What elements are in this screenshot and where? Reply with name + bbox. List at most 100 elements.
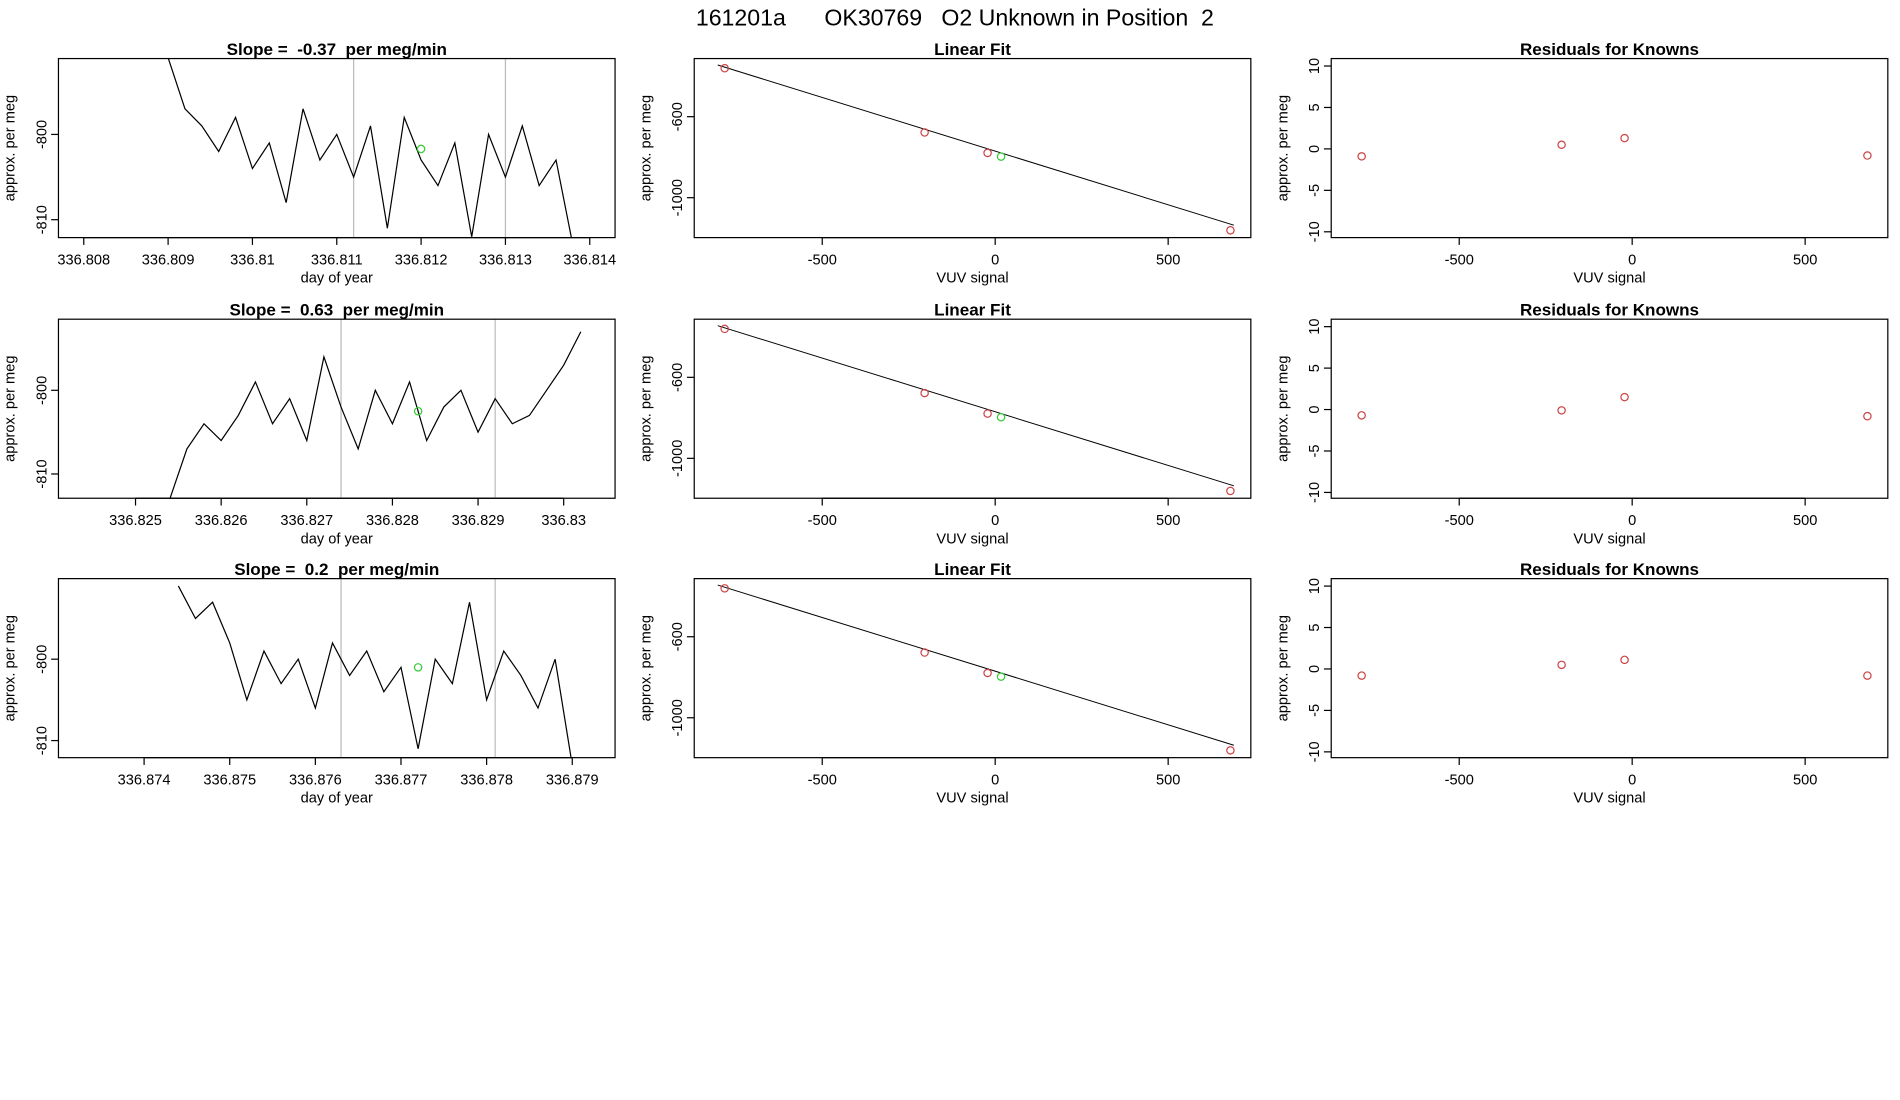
y-axis-label: approx. per meg bbox=[638, 95, 654, 201]
data-point bbox=[1226, 226, 1235, 235]
data-point bbox=[1357, 152, 1366, 161]
panel: Slope = 0.63 per meg/min -800 -810 approx. … bbox=[3, 301, 616, 547]
x-axis-label: day of year bbox=[301, 791, 373, 807]
x-tick-label: 500 bbox=[1793, 772, 1817, 788]
x-tick-label: 336.83 bbox=[541, 513, 586, 529]
x-tick-label: 336.81 bbox=[230, 252, 275, 268]
y-tick-label: -10 bbox=[1307, 221, 1323, 242]
data-point bbox=[720, 324, 729, 334]
data-point bbox=[1620, 392, 1629, 402]
plot-area bbox=[169, 319, 582, 499]
x-tick-label: 336.812 bbox=[395, 252, 448, 268]
plot-frame bbox=[693, 578, 1252, 759]
plot-area bbox=[717, 584, 1235, 755]
y-tick-label: 10 bbox=[1307, 58, 1323, 74]
data-point bbox=[1357, 411, 1366, 420]
plot-area bbox=[1357, 133, 1872, 161]
x-tick-label: 336.827 bbox=[280, 513, 333, 529]
x-tick-label: 500 bbox=[1793, 252, 1817, 268]
x-axis-label: VUV signal bbox=[1573, 271, 1645, 287]
x-tick-label: 0 bbox=[991, 772, 999, 788]
x-tick-label: 500 bbox=[1156, 513, 1180, 529]
plot-frame bbox=[57, 578, 616, 759]
plot-area bbox=[167, 58, 573, 238]
plot-frame bbox=[693, 57, 1252, 239]
y-tick-label: -600 bbox=[670, 363, 686, 392]
y-tick-label: -1000 bbox=[670, 699, 686, 736]
data-point bbox=[983, 668, 992, 678]
y-tick-label: -600 bbox=[670, 622, 686, 651]
unknown-point bbox=[996, 152, 1006, 161]
data-point bbox=[1620, 655, 1629, 665]
x-axis-label: VUV signal bbox=[1573, 791, 1645, 807]
data-point bbox=[920, 648, 929, 657]
y-tick-label: 5 bbox=[1307, 103, 1323, 111]
x-tick-label: 500 bbox=[1156, 252, 1180, 268]
x-tick-label: 336.808 bbox=[57, 252, 110, 268]
panel-title: Slope = -0.37 per meg/min bbox=[227, 40, 447, 59]
x-axis-label: VUV signal bbox=[936, 531, 1008, 547]
y-tick-label: 5 bbox=[1307, 623, 1323, 631]
plot-area bbox=[717, 324, 1235, 496]
x-tick-label: 336.877 bbox=[375, 772, 428, 788]
data-point bbox=[1226, 746, 1235, 755]
x-axis-label: VUV signal bbox=[936, 791, 1008, 807]
x-axis-label: day of year bbox=[301, 531, 373, 547]
panel-title: Residuals for Knowns bbox=[1520, 301, 1699, 320]
x-tick-label: 336.829 bbox=[452, 513, 505, 529]
x-tick-label: 0 bbox=[1628, 252, 1636, 268]
y-tick-label: -1000 bbox=[670, 179, 686, 216]
panel-title: Linear Fit bbox=[934, 560, 1011, 579]
x-tick-label: 0 bbox=[991, 513, 999, 529]
panel-title: Linear Fit bbox=[934, 40, 1011, 59]
x-tick-label: 500 bbox=[1156, 772, 1180, 788]
unknown-point bbox=[996, 412, 1006, 422]
y-axis-label: approx. per meg bbox=[3, 95, 19, 201]
data-point bbox=[1557, 406, 1566, 415]
panel-title: Residuals for Knowns bbox=[1520, 40, 1699, 59]
plot-area bbox=[177, 578, 572, 758]
y-tick-label: 0 bbox=[1307, 405, 1323, 413]
panel-title: Linear Fit bbox=[934, 301, 1011, 320]
x-tick-label: 336.878 bbox=[460, 772, 513, 788]
y-tick-label: 0 bbox=[1307, 665, 1323, 673]
x-tick-label: 336.828 bbox=[366, 513, 419, 529]
y-axis-label: approx. per meg bbox=[3, 356, 19, 462]
y-tick-label: -810 bbox=[34, 459, 50, 488]
panel: Residuals for Knowns -10 -5 0 5 10 approx. per… bbox=[1275, 560, 1889, 807]
y-tick-label: 10 bbox=[1307, 319, 1323, 335]
data-point bbox=[720, 584, 729, 593]
x-tick-label: 336.811 bbox=[311, 252, 363, 268]
panel-title: Slope = 0.2 per meg/min bbox=[234, 560, 439, 579]
figure-title: 161201a OK30769 O2 Unknown in Position 2 bbox=[696, 5, 1214, 31]
y-axis-label: approx. per meg bbox=[638, 615, 654, 721]
x-tick-label: 336.876 bbox=[289, 772, 342, 788]
y-tick-label: -800 bbox=[34, 120, 50, 149]
plot-frame bbox=[57, 318, 616, 499]
x-tick-label: 336.813 bbox=[479, 252, 532, 268]
fit-line bbox=[717, 325, 1235, 487]
panel-title: Residuals for Knowns bbox=[1520, 560, 1699, 579]
x-axis-label: VUV signal bbox=[936, 271, 1008, 287]
data-line bbox=[167, 58, 573, 238]
y-tick-label: -10 bbox=[1307, 482, 1323, 503]
data-point bbox=[983, 409, 992, 418]
y-tick-label: 10 bbox=[1307, 578, 1323, 594]
plot-area bbox=[1357, 655, 1872, 680]
x-axis-label: day of year bbox=[301, 271, 373, 287]
x-tick-label: 0 bbox=[1628, 772, 1636, 788]
x-tick-label: -500 bbox=[1445, 772, 1474, 788]
data-point bbox=[1557, 660, 1566, 670]
y-tick-label: 5 bbox=[1307, 364, 1323, 372]
x-tick-label: 336.826 bbox=[195, 513, 248, 529]
y-axis-label: approx. per meg bbox=[1275, 615, 1291, 721]
data-point bbox=[1226, 486, 1235, 496]
plot-area bbox=[1357, 392, 1872, 421]
y-axis-label: approx. per meg bbox=[638, 356, 654, 462]
y-tick-label: -810 bbox=[34, 726, 50, 755]
y-tick-label: -10 bbox=[1307, 741, 1323, 762]
plot-frame bbox=[1330, 57, 1889, 239]
plot-frame bbox=[1330, 578, 1889, 759]
plot-frame bbox=[57, 57, 616, 239]
